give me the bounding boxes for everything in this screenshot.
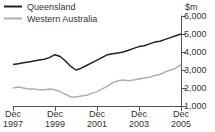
svg-text:6,000: 6,000 [184,11,207,21]
svg-text:2003: 2003 [129,119,149,129]
svg-text:Dec: Dec [131,109,148,119]
svg-text:1,000: 1,000 [184,101,207,111]
svg-text:$m: $m [185,2,198,13]
svg-text:1997: 1997 [3,119,23,129]
svg-text:3,000: 3,000 [184,65,207,75]
svg-text:1999: 1999 [45,119,65,129]
svg-text:Queensland: Queensland [27,2,76,12]
svg-text:Western Australia: Western Australia [27,14,97,24]
svg-text:Dec: Dec [5,109,22,119]
svg-text:Dec: Dec [47,109,64,119]
svg-text:2001: 2001 [87,119,107,129]
svg-text:2005: 2005 [171,119,191,129]
svg-text:2,000: 2,000 [184,83,207,93]
svg-text:Dec: Dec [173,109,190,119]
svg-text:5,000: 5,000 [184,29,207,39]
svg-text:4,000: 4,000 [184,47,207,57]
svg-text:Dec: Dec [89,109,106,119]
